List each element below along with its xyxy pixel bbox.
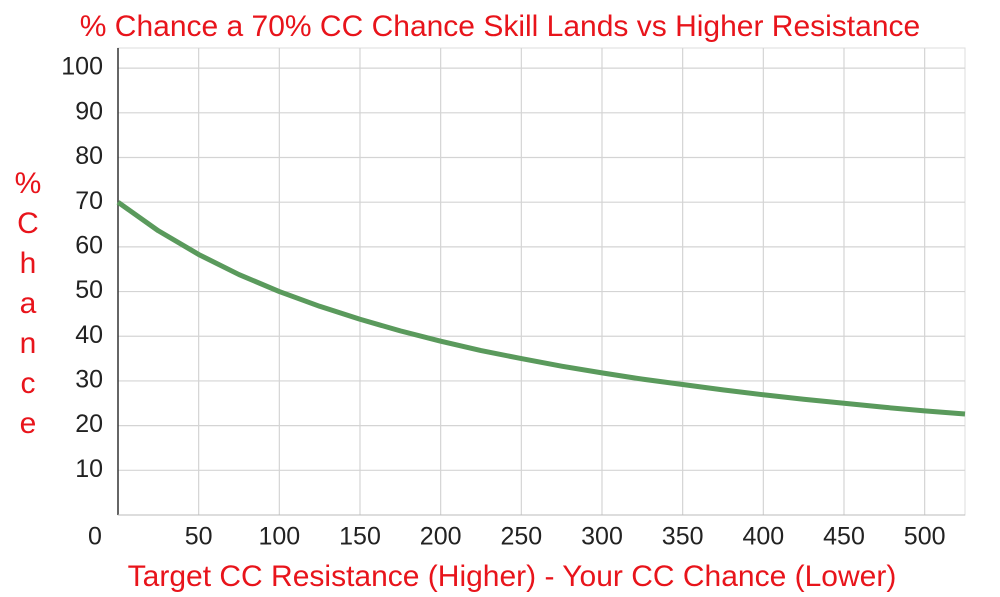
x-tick-label: 250 [500, 523, 542, 551]
x-tick-label: 400 [742, 523, 784, 551]
x-tick-label: 450 [823, 523, 865, 551]
y-tick-label: 70 [75, 187, 103, 215]
plot-area [117, 47, 966, 516]
y-tick-label: 100 [61, 53, 103, 81]
y-tick-label: 90 [75, 97, 103, 125]
x-tick-label: 150 [339, 523, 381, 551]
chart-title: % Chance a 70% CC Chance Skill Lands vs … [80, 10, 920, 43]
y-tick-label: 30 [75, 366, 103, 394]
x-tick-label: 350 [662, 523, 704, 551]
x-tick-label: 500 [904, 523, 946, 551]
y-tick-label: 60 [75, 231, 103, 259]
x-tick-label: 100 [258, 523, 300, 551]
y-tick-label: 20 [75, 410, 103, 438]
y-tick-label: 10 [75, 455, 103, 483]
x-axis-label: Target CC Resistance (Higher) - Your CC … [128, 560, 897, 593]
x-tick-label: 50 [185, 523, 213, 551]
x-tick-label: 300 [581, 523, 623, 551]
y-tick-label: 80 [75, 142, 103, 170]
y-tick-label: 50 [75, 276, 103, 304]
x-tick-label: 200 [420, 523, 462, 551]
x-tick-label: 0 [88, 523, 102, 551]
data-line [116, 200, 966, 417]
y-tick-label: 40 [75, 321, 103, 349]
